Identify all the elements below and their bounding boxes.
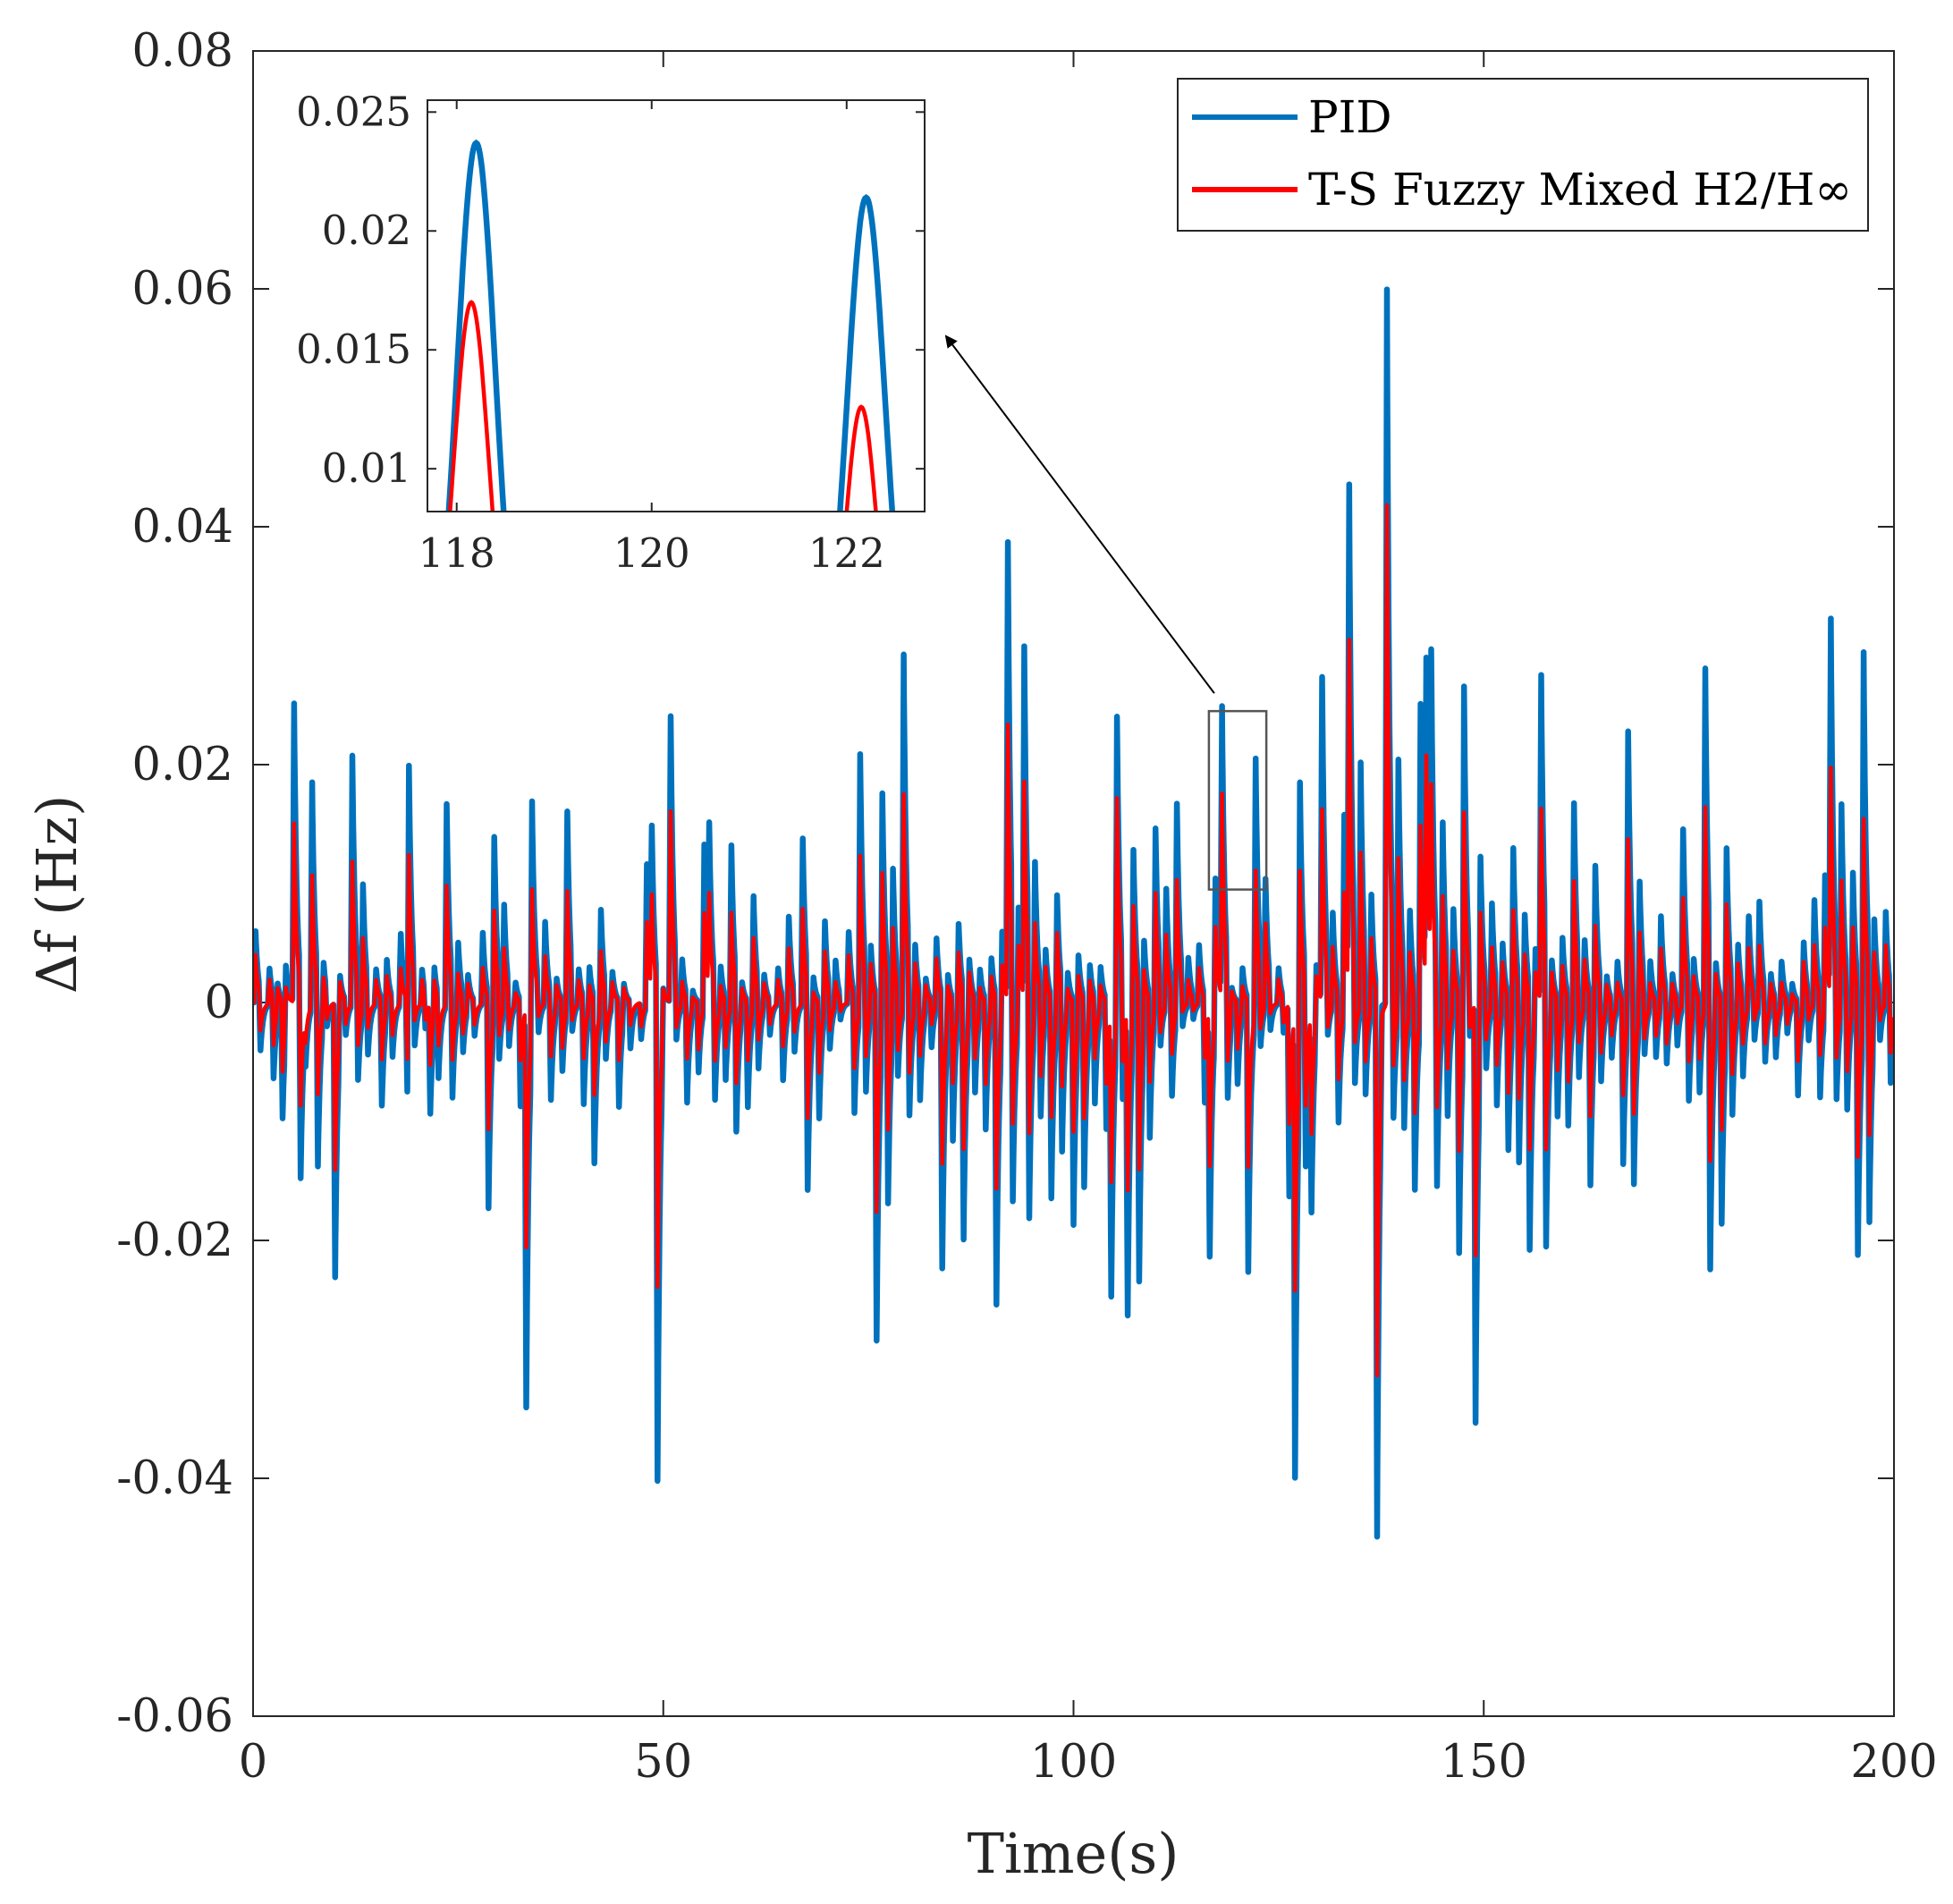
legend-label-fuzzy: T-S Fuzzy Mixed H2/H∞ — [1308, 164, 1852, 216]
inset-y-tick-labels: 0.01 0.015 0.02 0.025 — [296, 88, 411, 492]
y-tick-label: 0.08 — [131, 25, 233, 78]
inset-peak-pid — [837, 193, 896, 512]
y-tick-labels: -0.06 -0.04 -0.02 0 0.02 0.04 0.06 0.08 — [116, 25, 233, 1743]
main-series-group — [253, 286, 1894, 1540]
plot-frame — [252, 50, 1895, 1717]
x-tick-label: 100 — [1030, 1736, 1117, 1789]
series-line-t-s-fuzzy-mixed-h2-h — [253, 503, 1894, 1378]
legend-label-pid: PID — [1308, 91, 1391, 143]
zoom-arrow — [944, 334, 1215, 694]
y-tick-label: 0.06 — [131, 263, 233, 316]
inset-frame — [427, 99, 926, 512]
inset-y-tick-label: 0.025 — [296, 88, 411, 135]
x-tick-labels: 0 50 100 150 200 — [239, 1736, 1938, 1789]
x-tick-label: 50 — [634, 1736, 692, 1789]
inset-x-tick-label: 118 — [418, 529, 495, 577]
x-tick-label: 0 — [239, 1736, 267, 1789]
inset-y-tick-label: 0.02 — [322, 207, 411, 254]
inset-y-tick-label: 0.015 — [296, 326, 411, 373]
inset-peak-pid — [445, 139, 507, 512]
y-tick-label: -0.04 — [116, 1452, 233, 1505]
y-tick-label: 0.02 — [131, 739, 233, 791]
y-tick-label: 0 — [205, 977, 233, 1029]
zoom-region-box — [1207, 709, 1268, 891]
legend-box — [1177, 78, 1869, 232]
y-tick-label: 0.04 — [131, 501, 233, 554]
legend: PID T-S Fuzzy Mixed H2/H∞ — [1177, 78, 1869, 232]
inset-x-tick-label: 122 — [808, 529, 885, 577]
x-tick-label: 200 — [1850, 1736, 1937, 1789]
inset-peak-t-s-fuzzy-mixed-h2-h — [448, 300, 495, 512]
x-tick-label: 150 — [1441, 1736, 1527, 1789]
inset-x-tick-labels: 118 120 122 — [418, 529, 885, 577]
inset-peak-t-s-fuzzy-mixed-h2-h — [844, 404, 878, 512]
y-axis-title: Δf (Hz) — [24, 795, 89, 994]
inset-x-tick-label: 120 — [613, 529, 690, 577]
inset-series-group — [445, 139, 896, 512]
y-tick-label: -0.06 — [116, 1690, 233, 1743]
x-axis-title: Time(s) — [968, 1821, 1179, 1886]
y-tick-label: -0.02 — [116, 1214, 233, 1267]
inset-y-tick-label: 0.01 — [322, 444, 411, 492]
